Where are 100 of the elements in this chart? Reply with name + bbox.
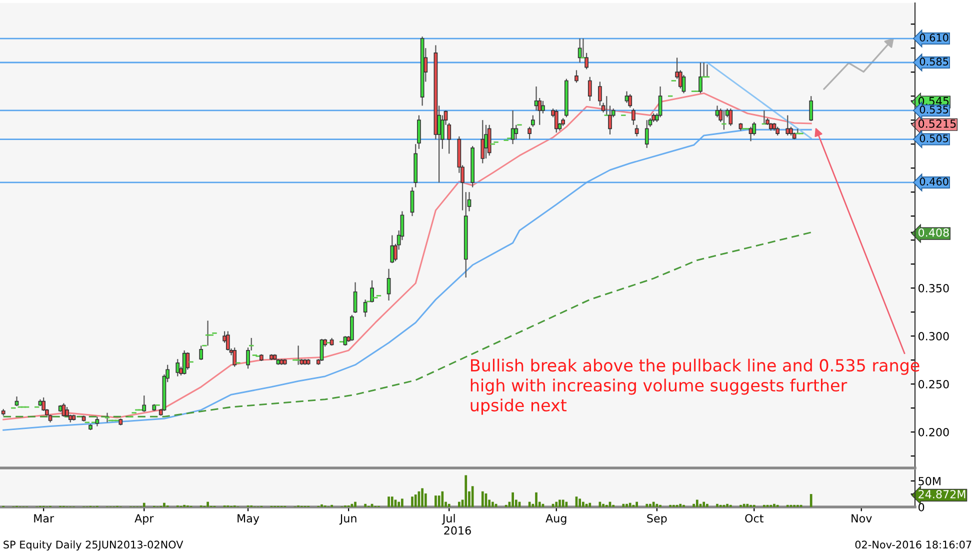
candlestick bbox=[574, 70, 578, 84]
candlestick bbox=[628, 94, 632, 108]
candlestick bbox=[644, 120, 649, 148]
bar bbox=[398, 502, 400, 507]
y-tick-label: 0.250 bbox=[918, 380, 949, 388]
bar bbox=[421, 488, 424, 507]
candlestick bbox=[176, 358, 180, 377]
candlestick bbox=[410, 186, 414, 217]
bar bbox=[481, 491, 484, 507]
candlestick bbox=[514, 124, 518, 140]
bar bbox=[558, 500, 561, 507]
candlestick bbox=[370, 280, 374, 303]
bar bbox=[390, 496, 394, 507]
x-tick-label: Oct bbox=[745, 514, 764, 523]
ref-line-label: 0.535 bbox=[920, 106, 948, 114]
candlestick bbox=[386, 268, 391, 302]
bar bbox=[350, 504, 354, 507]
candlestick bbox=[350, 314, 354, 342]
bar bbox=[692, 504, 695, 507]
candlestick bbox=[484, 124, 488, 160]
candlestick bbox=[417, 114, 421, 150]
bar bbox=[555, 502, 558, 507]
bar bbox=[471, 486, 474, 507]
bar bbox=[622, 504, 625, 507]
candlestick bbox=[353, 282, 358, 314]
bar bbox=[448, 504, 450, 507]
y-tick-label: 0 bbox=[918, 502, 924, 512]
bar bbox=[163, 502, 166, 507]
bar bbox=[388, 496, 390, 507]
candlestick bbox=[608, 105, 612, 136]
candlestick bbox=[584, 52, 588, 70]
bar bbox=[726, 504, 728, 507]
y-tick-label: 0.300 bbox=[918, 332, 949, 340]
bar bbox=[626, 504, 628, 507]
x-tick-label: Jul bbox=[442, 514, 455, 525]
bar bbox=[492, 502, 494, 507]
bar bbox=[512, 492, 514, 507]
bar bbox=[364, 504, 367, 507]
bar bbox=[582, 502, 584, 507]
ref-line-label: 0.610 bbox=[920, 34, 948, 42]
bar bbox=[716, 504, 718, 507]
candlestick bbox=[588, 76, 592, 102]
ref-line-label: 0.505 bbox=[920, 134, 948, 142]
candlestick bbox=[786, 114, 790, 136]
candlestick bbox=[487, 124, 492, 156]
x-tick-label: Jun bbox=[339, 514, 356, 525]
bar bbox=[810, 494, 812, 507]
x-tick-label: May bbox=[238, 514, 260, 525]
y-tick-label: 0.408 bbox=[918, 228, 949, 237]
candlestick bbox=[530, 114, 535, 128]
x-tick-label: Sep bbox=[647, 514, 667, 525]
y-tick-label: 0.200 bbox=[918, 428, 949, 436]
candlestick bbox=[658, 86, 662, 118]
candlestick bbox=[363, 299, 368, 318]
x-tick-label: Nov bbox=[852, 514, 872, 523]
bar bbox=[464, 475, 468, 507]
bar bbox=[702, 502, 706, 507]
candlestick bbox=[809, 96, 814, 122]
candlestick bbox=[226, 330, 230, 351]
x-tick-label: Mar bbox=[34, 514, 54, 523]
bar bbox=[696, 500, 698, 507]
candlestick bbox=[480, 120, 485, 164]
text: SP Equity Daily 25JUN2013-02NOV bbox=[4, 540, 184, 551]
y-tick-label: 0.350 bbox=[918, 284, 949, 292]
candlestick bbox=[42, 396, 46, 412]
candlestick bbox=[541, 100, 545, 114]
bar bbox=[434, 496, 437, 507]
candlestick bbox=[698, 62, 702, 94]
x-axis-title: 2016 bbox=[444, 526, 471, 535]
bar bbox=[602, 504, 604, 507]
candlestick bbox=[578, 38, 582, 64]
bar bbox=[578, 498, 582, 507]
y-tick-label: 24.872M bbox=[918, 490, 966, 498]
x-tick-label: Aug bbox=[546, 514, 566, 525]
ref-line-label: 0.460 bbox=[920, 178, 948, 186]
bar bbox=[206, 502, 209, 507]
candlestick bbox=[554, 108, 558, 134]
candlestick bbox=[142, 394, 146, 412]
bar bbox=[649, 504, 652, 507]
candlestick bbox=[634, 124, 639, 137]
bar bbox=[142, 502, 146, 507]
y-tick-label: 0.5215 bbox=[918, 119, 956, 128]
bar bbox=[562, 500, 564, 507]
bar bbox=[401, 498, 404, 507]
candlestick bbox=[528, 126, 532, 140]
candlestick bbox=[14, 396, 19, 407]
y-tick-label: 50M bbox=[918, 476, 940, 486]
candlestick bbox=[232, 346, 237, 368]
bar bbox=[746, 504, 749, 507]
candlestick bbox=[728, 108, 733, 126]
bar bbox=[414, 494, 417, 507]
bar bbox=[588, 502, 592, 507]
bar bbox=[628, 502, 632, 507]
bar bbox=[773, 504, 776, 507]
bar bbox=[458, 502, 460, 507]
candlestick bbox=[182, 350, 186, 375]
candlestick bbox=[632, 108, 636, 126]
candlestick bbox=[682, 74, 686, 94]
bar bbox=[354, 502, 356, 507]
candlestick bbox=[95, 416, 100, 427]
